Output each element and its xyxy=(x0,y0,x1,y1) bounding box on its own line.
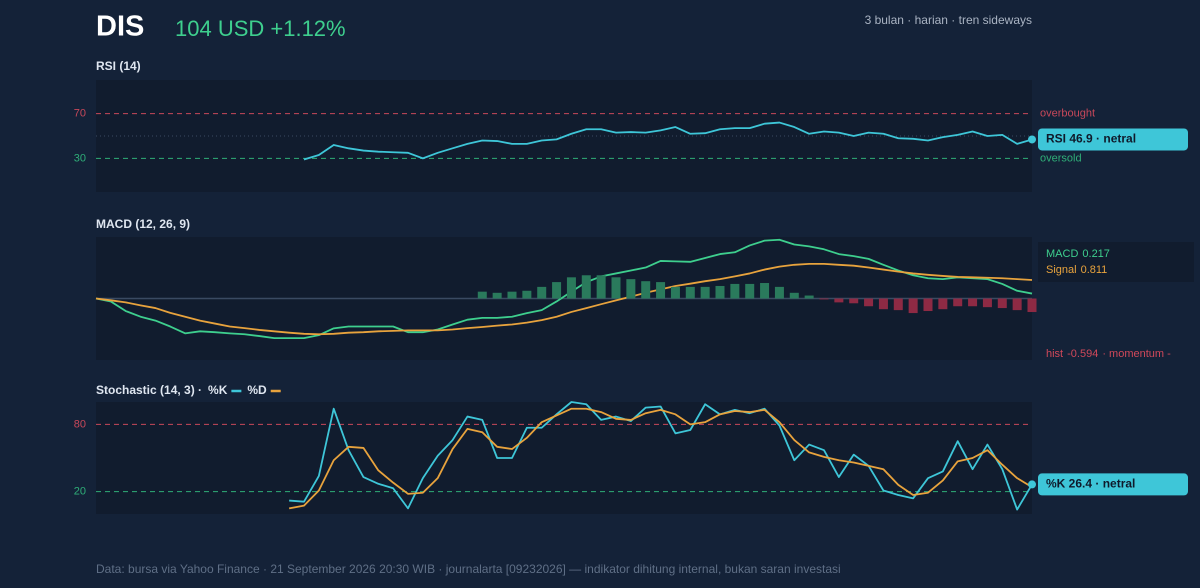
badge-box xyxy=(1038,473,1188,496)
legend-readout: Signal 0.811 xyxy=(1046,264,1107,276)
histogram-bar xyxy=(745,283,755,299)
histogram-bar xyxy=(953,298,963,307)
histogram-bar xyxy=(864,298,874,307)
histogram-bar xyxy=(789,292,799,299)
y-tick-label: 20 xyxy=(74,486,86,498)
histogram-bar xyxy=(982,298,992,308)
histogram-bar xyxy=(522,290,532,299)
histogram-bar xyxy=(611,277,621,299)
histogram-bar xyxy=(477,291,487,299)
reference-label: overbought xyxy=(1040,108,1095,120)
histogram-bar xyxy=(507,291,517,299)
histogram-bar xyxy=(819,298,829,300)
histogram-bar xyxy=(581,275,591,299)
histogram-bar xyxy=(700,286,710,299)
legend-value: 0.811 xyxy=(1081,264,1108,276)
hist-readout-part: -0.594 xyxy=(1067,348,1098,360)
hist-readout-part: hist xyxy=(1046,348,1063,360)
hist-readout-part: · momentum - xyxy=(1102,348,1171,360)
histogram-bar xyxy=(730,283,740,299)
histogram-bar xyxy=(997,298,1007,309)
histogram-bar xyxy=(715,285,725,299)
panel-title: RSI (14) xyxy=(96,59,141,73)
histogram-bar xyxy=(1012,298,1022,311)
histogram-bar xyxy=(760,283,770,299)
quote: 104 USD +1.12% xyxy=(175,16,346,41)
histogram-bar xyxy=(685,286,695,299)
legend-value: 0.217 xyxy=(1082,248,1110,260)
hist-readout: hist -0.594 · momentum - xyxy=(1046,348,1171,360)
y-tick-label: 30 xyxy=(74,152,86,164)
histogram-bar xyxy=(492,292,502,299)
badge-box xyxy=(1038,128,1188,151)
footer: Data: bursa via Yahoo Finance · 21 Septe… xyxy=(96,562,841,576)
series-line xyxy=(288,407,1033,510)
legend-label: %D xyxy=(247,383,267,397)
badge-text: %K 26.4 · netral xyxy=(1046,477,1135,491)
legend-box xyxy=(1038,242,1194,282)
histogram-bar xyxy=(670,286,680,299)
histogram-bar xyxy=(566,277,576,299)
histogram-bar xyxy=(938,298,948,310)
legend-readout: MACD 0.217 xyxy=(1046,248,1110,260)
histogram-bar xyxy=(834,298,844,303)
histogram-bar xyxy=(908,298,918,314)
series-line xyxy=(95,238,1033,340)
badge-text: RSI 46.9 · netral xyxy=(1046,132,1136,146)
histogram-bar xyxy=(774,286,784,299)
end-dot xyxy=(1028,135,1036,144)
histogram-bar xyxy=(552,282,562,299)
ticker: DIS xyxy=(96,11,144,43)
legend-name: Signal xyxy=(1046,264,1077,276)
histogram-bar xyxy=(893,298,903,311)
histogram-bar xyxy=(968,298,978,307)
end-dot xyxy=(1028,480,1036,489)
histogram-bar xyxy=(656,282,666,299)
series-line xyxy=(95,262,1033,336)
panel-title: MACD (12, 26, 9) xyxy=(96,217,190,231)
histogram-bar xyxy=(804,295,814,299)
legend-name: MACD xyxy=(1046,248,1078,260)
histogram-bar xyxy=(596,275,606,299)
legend-label: %K xyxy=(208,383,228,397)
series-line xyxy=(303,121,1033,161)
histogram-bar xyxy=(923,298,933,312)
histogram-bar xyxy=(1027,298,1037,313)
meta: 3 bulan · harian · tren sideways xyxy=(865,13,1032,27)
histogram-bar xyxy=(641,281,651,299)
histogram-bar xyxy=(849,298,859,304)
y-tick-label: 80 xyxy=(74,418,86,430)
panel xyxy=(96,402,1032,514)
reference-label: oversold xyxy=(1040,152,1082,164)
y-tick-label: 70 xyxy=(74,108,86,120)
series-line xyxy=(289,401,1033,511)
histogram-bar xyxy=(626,279,636,299)
histogram-bar xyxy=(537,286,547,299)
histogram-bar xyxy=(878,298,888,310)
panel-title: Stochastic (14, 3) · xyxy=(96,383,202,397)
